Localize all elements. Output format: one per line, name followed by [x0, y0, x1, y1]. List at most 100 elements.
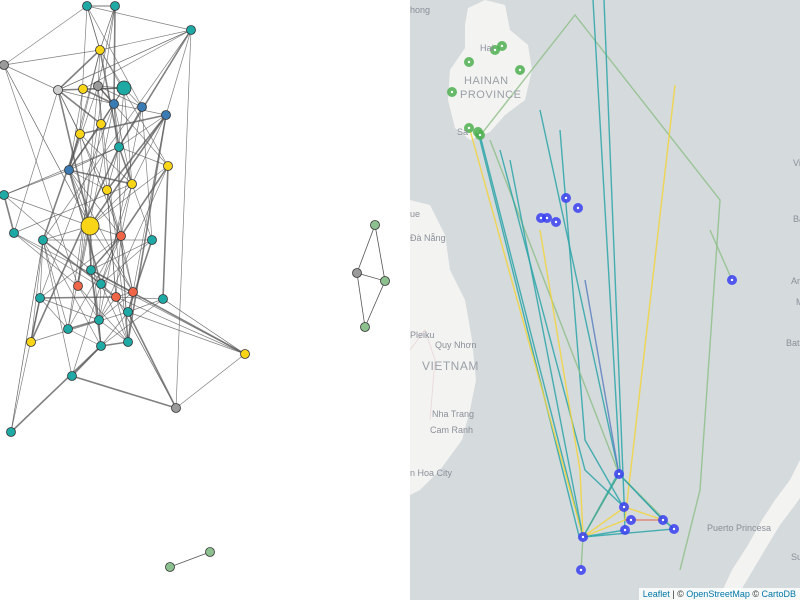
graph-node[interactable]: [64, 165, 74, 175]
graph-edge: [39, 296, 117, 299]
graph-node[interactable]: [116, 231, 126, 241]
graph-node[interactable]: [128, 287, 138, 297]
graph-edge: [77, 285, 100, 321]
graph-edge: [100, 239, 153, 285]
graph-edge: [86, 5, 101, 51]
graph-node[interactable]: [0, 60, 9, 70]
route-line[interactable]: [477, 131, 581, 541]
land-hainan: [448, 0, 532, 140]
graph-node[interactable]: [80, 216, 100, 236]
graph-node[interactable]: [116, 80, 132, 96]
map-label-puerto-princesa: Puerto Princesa: [707, 523, 772, 533]
graph-edge: [79, 5, 88, 135]
graph-node[interactable]: [9, 228, 19, 238]
graph-edge: [68, 169, 133, 185]
graph-edge: [68, 169, 108, 191]
graph-node[interactable]: [123, 307, 133, 317]
graph-node[interactable]: [370, 220, 380, 230]
graph-node[interactable]: [53, 85, 63, 95]
graph-node[interactable]: [78, 84, 88, 94]
graph-edge: [79, 114, 167, 135]
graph-node[interactable]: [38, 235, 48, 245]
graph-edge: [120, 235, 134, 293]
graph-node[interactable]: [110, 1, 120, 11]
graph-node[interactable]: [186, 25, 196, 35]
graph-edge: [356, 272, 366, 328]
graph-node[interactable]: [127, 179, 137, 189]
leaflet-map[interactable]: hong Hai HAINAN PROVINCE Sa ue Đà Nẵng P…: [410, 0, 800, 600]
marker-dot: [545, 216, 549, 220]
graph-node[interactable]: [35, 293, 45, 303]
graph-node[interactable]: [94, 315, 104, 325]
marker-dot: [579, 568, 583, 572]
land-vietnam: [410, 200, 476, 495]
graph-node[interactable]: [114, 142, 124, 152]
graph-edge: [100, 283, 129, 343]
graph-node[interactable]: [137, 102, 147, 112]
marker-dot: [467, 126, 471, 130]
graph-node[interactable]: [161, 110, 171, 120]
graph-edge: [67, 5, 116, 330]
route-line[interactable]: [509, 159, 584, 538]
graph-node[interactable]: [75, 129, 85, 139]
graph-edge: [57, 29, 192, 91]
graph-node[interactable]: [0, 190, 9, 200]
graph-node[interactable]: [93, 81, 103, 91]
network-graph[interactable]: [0, 0, 410, 600]
map-label-edge: Vi: [793, 158, 800, 168]
graph-node[interactable]: [86, 265, 96, 275]
marker-dot: [539, 216, 543, 220]
graph-edge: [100, 311, 129, 347]
route-line[interactable]: [584, 279, 620, 475]
graph-node[interactable]: [163, 161, 173, 171]
graph-edge: [100, 298, 164, 347]
osm-link[interactable]: OpenStreetMap: [686, 589, 750, 599]
graph-edge: [42, 239, 73, 377]
marker-dot: [554, 220, 558, 224]
graph-edge: [115, 296, 246, 355]
graph-node[interactable]: [96, 279, 106, 289]
graph-node[interactable]: [111, 292, 121, 302]
route-line[interactable]: [580, 536, 584, 571]
cartodb-link[interactable]: CartoDB: [761, 589, 796, 599]
graph-node[interactable]: [165, 562, 175, 572]
route-line[interactable]: [479, 134, 626, 538]
graph-node[interactable]: [26, 337, 36, 347]
route-line[interactable]: [709, 229, 733, 281]
graph-edge: [42, 133, 81, 241]
graph-node[interactable]: [352, 268, 362, 278]
graph-edge: [118, 146, 169, 167]
graph-node[interactable]: [240, 349, 250, 359]
graph-node[interactable]: [171, 403, 181, 413]
graph-edge: [30, 146, 120, 343]
graph-node[interactable]: [95, 45, 105, 55]
graph-edge: [57, 89, 102, 125]
graph-node[interactable]: [360, 322, 370, 332]
graph-node[interactable]: [63, 324, 73, 334]
graph-node[interactable]: [6, 427, 16, 437]
route-line[interactable]: [539, 229, 584, 538]
graph-node[interactable]: [67, 371, 77, 381]
graph-node[interactable]: [123, 337, 133, 347]
graph-node[interactable]: [380, 276, 390, 286]
route-line[interactable]: [582, 84, 676, 538]
route-line[interactable]: [539, 109, 664, 521]
graph-edge: [131, 183, 153, 241]
graph-node[interactable]: [96, 341, 106, 351]
leaflet-link[interactable]: Leaflet: [642, 589, 670, 599]
graph-node[interactable]: [102, 185, 112, 195]
graph-edge: [57, 89, 115, 105]
graph-node[interactable]: [147, 235, 157, 245]
graph-edge: [118, 146, 133, 185]
graph-node[interactable]: [82, 1, 92, 11]
graph-edge: [106, 189, 122, 237]
graph-node[interactable]: [73, 281, 83, 291]
graph-node[interactable]: [205, 547, 215, 557]
graph-node[interactable]: [109, 99, 119, 109]
marker-dot: [617, 472, 621, 476]
graph-edge: [3, 194, 92, 271]
route-line[interactable]: [482, 13, 721, 571]
graph-node[interactable]: [158, 294, 168, 304]
graph-node[interactable]: [96, 119, 106, 129]
land: [410, 0, 800, 600]
